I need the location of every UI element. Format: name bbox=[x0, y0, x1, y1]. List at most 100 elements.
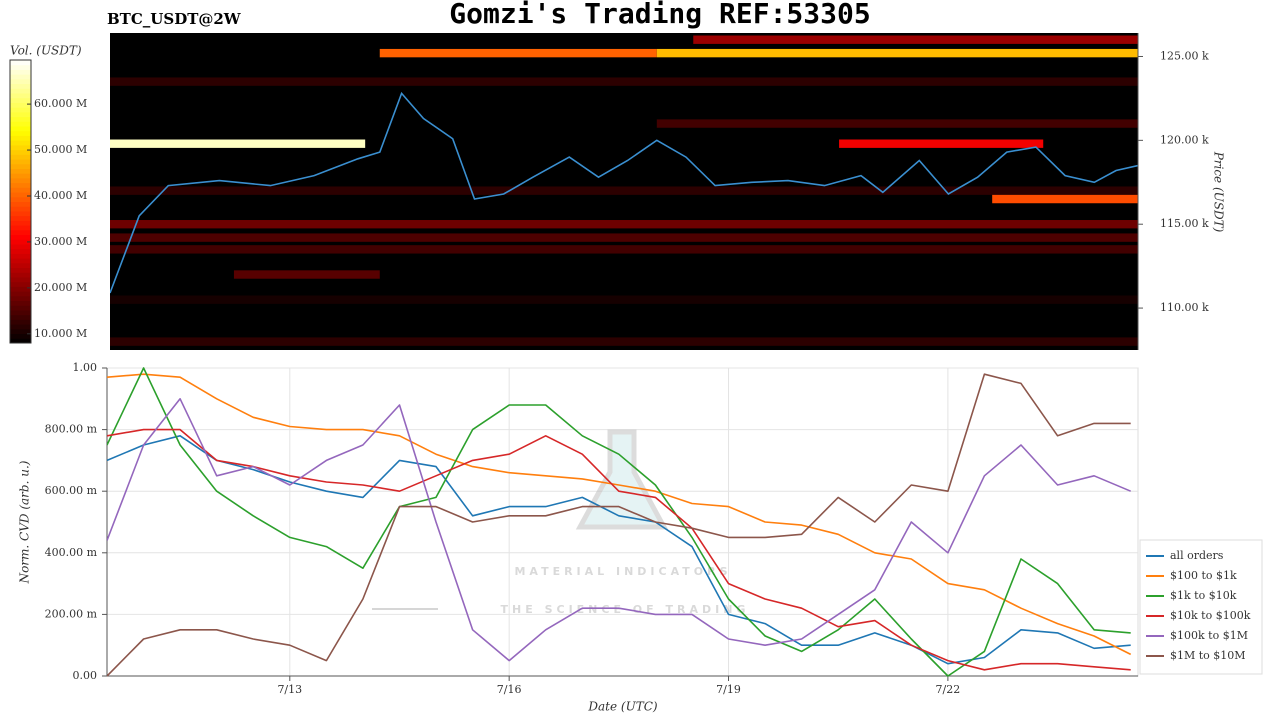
series-line bbox=[107, 373, 1131, 677]
colorbar-segment bbox=[10, 144, 31, 151]
watermark: MATERIAL INDICATORS bbox=[514, 565, 731, 578]
heatmap-band bbox=[379, 48, 657, 58]
colorbar-segment bbox=[10, 159, 31, 165]
colorbar-segment bbox=[10, 163, 31, 169]
colorbar-label: Vol. (USDT) bbox=[10, 44, 82, 58]
colorbar-segment bbox=[10, 210, 31, 217]
legend-box bbox=[1139, 539, 1263, 675]
colorbar-tick-label: 20.000 M bbox=[34, 281, 87, 294]
colorbar-segment bbox=[10, 248, 31, 254]
colorbar-segment bbox=[10, 258, 31, 264]
colorbar-segment bbox=[10, 192, 31, 198]
heatmap-band bbox=[839, 139, 1044, 148]
colorbar-segment bbox=[10, 267, 31, 273]
colorbar-tick-label: 60.000 M bbox=[34, 97, 87, 110]
y-tick-label: 120.00 k bbox=[1160, 133, 1209, 146]
colorbar-segment bbox=[10, 201, 31, 207]
colorbar-segment bbox=[10, 121, 31, 127]
colorbar-segment bbox=[10, 168, 31, 174]
series-line bbox=[107, 435, 1131, 665]
colorbar-segment bbox=[10, 196, 31, 202]
heatmap-band bbox=[693, 35, 1138, 44]
x-tick-label: 7/16 bbox=[497, 683, 522, 696]
colorbar-segment bbox=[10, 149, 31, 155]
colorbar-segment bbox=[10, 328, 31, 335]
colorbar-segment bbox=[10, 225, 31, 231]
colorbar-segment bbox=[10, 286, 31, 292]
legend-label: $10k to $100k bbox=[1170, 609, 1251, 622]
colorbar-segment bbox=[10, 215, 31, 221]
heatmap-band bbox=[233, 270, 380, 279]
colorbar-segment bbox=[10, 206, 31, 212]
heatmap-band bbox=[110, 220, 1138, 229]
x-tick-label: 7/22 bbox=[936, 683, 961, 696]
colorbar-segment bbox=[10, 300, 31, 306]
colorbar-segment bbox=[10, 220, 31, 226]
chart-title: Gomzi's Trading REF:53305 bbox=[449, 0, 870, 30]
chart-subtitle: BTC_USDT@2W bbox=[107, 10, 242, 28]
colorbar-segment bbox=[10, 333, 31, 339]
colorbar-segment bbox=[10, 83, 31, 89]
y-tick-label: 0.00 bbox=[73, 669, 98, 682]
colorbar-segment bbox=[10, 97, 31, 103]
y-tick-label: 800.00 m bbox=[45, 423, 98, 436]
heatmap-band bbox=[110, 337, 1138, 346]
colorbar-segment bbox=[10, 154, 31, 160]
x-tick-label: 7/13 bbox=[277, 683, 302, 696]
heatmap-band bbox=[110, 295, 1138, 304]
x-tick-label: 7/19 bbox=[716, 683, 741, 696]
series-line bbox=[107, 373, 1132, 656]
colorbar-segment bbox=[10, 93, 31, 99]
colorbar-segment bbox=[10, 135, 31, 141]
colorbar-tick-label: 10.000 M bbox=[34, 327, 87, 340]
colorbar-frame bbox=[9, 59, 32, 344]
colorbar-segment bbox=[10, 88, 31, 94]
colorbar-segment bbox=[10, 314, 31, 320]
colorbar-segment bbox=[10, 126, 31, 132]
colorbar-segment bbox=[10, 182, 31, 188]
y-axis-label: Norm. CVD (arb. u.) bbox=[18, 460, 32, 584]
colorbar-segment bbox=[10, 140, 31, 146]
y-tick-label: 200.00 m bbox=[45, 607, 98, 620]
colorbar-segment bbox=[10, 338, 31, 344]
colorbar-segment bbox=[10, 74, 31, 80]
legend-label: all orders bbox=[1170, 549, 1224, 562]
colorbar-segment bbox=[10, 234, 31, 240]
legend-label: $1M to $10M bbox=[1170, 649, 1246, 662]
colorbar-segment bbox=[10, 60, 31, 66]
heatmap-band bbox=[656, 119, 1138, 128]
heatmap-bands bbox=[110, 35, 1138, 346]
series-line bbox=[107, 428, 1131, 671]
heatmap-band bbox=[110, 186, 1138, 195]
y-axis-label: Price (USDT) bbox=[1212, 151, 1226, 233]
colorbar-segment bbox=[10, 64, 31, 70]
colorbar-segment bbox=[10, 239, 31, 245]
series-lines bbox=[107, 367, 1132, 677]
y-tick-label: 600.00 m bbox=[45, 484, 98, 497]
colorbar-segment bbox=[10, 229, 31, 236]
colorbar-segment bbox=[10, 262, 31, 269]
colorbar-segment bbox=[10, 78, 31, 85]
series-line bbox=[107, 367, 1131, 677]
colorbar-segment bbox=[10, 102, 31, 108]
heatmap-band bbox=[110, 139, 366, 148]
price-line bbox=[110, 91, 1138, 294]
heatmap-band bbox=[110, 77, 1138, 86]
series-line bbox=[107, 398, 1132, 662]
colorbar-segment bbox=[10, 243, 31, 250]
colorbar-segment bbox=[10, 111, 31, 118]
heatmap-band bbox=[110, 245, 1138, 254]
heatmap-band bbox=[992, 194, 1138, 204]
legend-label: $100 to $1k bbox=[1170, 569, 1237, 582]
colorbar-segment bbox=[10, 276, 31, 283]
legend-label: $100k to $1M bbox=[1170, 629, 1248, 642]
colorbar-segment bbox=[10, 291, 31, 297]
y-tick-label: 110.00 k bbox=[1160, 301, 1209, 314]
colorbar-segment bbox=[10, 116, 31, 122]
colorbar-segment bbox=[10, 253, 31, 259]
colorbar-segment bbox=[10, 324, 31, 330]
colorbar-segment bbox=[10, 309, 31, 316]
colorbar-segment bbox=[10, 130, 31, 136]
colorbar-segment bbox=[10, 281, 31, 287]
